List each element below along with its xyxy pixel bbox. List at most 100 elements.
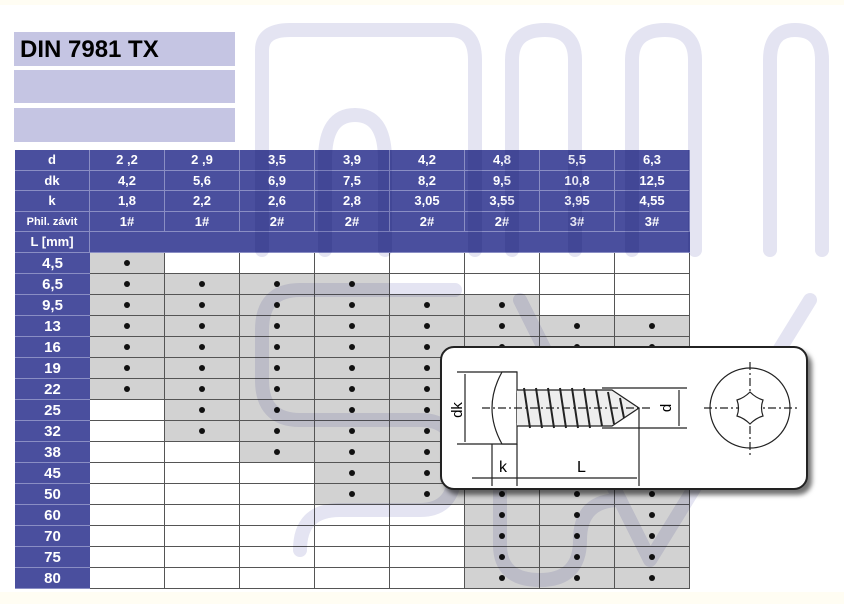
header-value: 3,05 xyxy=(390,191,465,212)
empty-cell xyxy=(540,273,615,295)
availability-dot xyxy=(274,386,280,393)
table-row: 70 xyxy=(15,525,690,547)
availability-dot xyxy=(424,428,430,435)
empty-cell xyxy=(615,273,690,295)
availability-dot xyxy=(349,470,355,477)
availability-dot xyxy=(649,533,655,540)
L-label: L xyxy=(577,459,586,476)
header-value: 3,9 xyxy=(315,150,390,171)
availability-dot xyxy=(274,281,280,288)
available-cell xyxy=(90,273,165,295)
available-cell xyxy=(165,420,240,442)
available-cell xyxy=(315,462,390,484)
available-cell xyxy=(465,294,540,316)
available-cell xyxy=(540,567,615,589)
length-value: 50 xyxy=(15,483,90,505)
availability-dot xyxy=(574,491,580,498)
availability-dot xyxy=(274,407,280,414)
empty-cell xyxy=(240,462,315,484)
header-value: 2,2 xyxy=(165,191,240,212)
availability-dot xyxy=(424,491,430,498)
header-value: 9,5 xyxy=(465,170,540,191)
header-label: dk xyxy=(15,170,90,191)
empty-cell xyxy=(90,420,165,442)
availability-dot xyxy=(424,449,430,456)
available-cell xyxy=(615,315,690,337)
available-cell xyxy=(165,357,240,379)
header-value: 3,5 xyxy=(240,150,315,171)
empty-cell xyxy=(240,525,315,547)
availability-dot xyxy=(199,281,205,288)
available-cell xyxy=(315,273,390,295)
k-label: k xyxy=(499,459,508,476)
header-value: 5,6 xyxy=(165,170,240,191)
availability-dot xyxy=(424,365,430,372)
availability-dot xyxy=(649,575,655,582)
available-cell xyxy=(165,315,240,337)
header-value: 4,8 xyxy=(465,150,540,171)
availability-dot xyxy=(124,281,130,288)
empty-cell xyxy=(390,567,465,589)
available-cell xyxy=(90,252,165,274)
header-value: 8,2 xyxy=(390,170,465,191)
header-value: 2 ,2 xyxy=(90,150,165,171)
empty-cell xyxy=(90,567,165,589)
availability-dot xyxy=(349,323,355,330)
length-value: 45 xyxy=(15,462,90,484)
available-cell xyxy=(315,315,390,337)
length-header-row: L [mm] xyxy=(15,232,690,253)
available-cell xyxy=(390,315,465,337)
empty-cell xyxy=(390,546,465,568)
empty-cell xyxy=(165,504,240,526)
empty-cell xyxy=(315,504,390,526)
header-value: 3# xyxy=(615,211,690,232)
empty-cell xyxy=(90,462,165,484)
subtitle-box xyxy=(14,70,235,103)
availability-dot xyxy=(649,554,655,561)
empty-cell xyxy=(540,294,615,316)
availability-dot xyxy=(424,470,430,477)
available-cell xyxy=(540,504,615,526)
header-value: 10,8 xyxy=(540,170,615,191)
empty-cell xyxy=(90,546,165,568)
header-row: k 1,8 2,2 2,6 2,8 3,05 3,55 3,95 4,55 xyxy=(15,191,690,212)
availability-dot xyxy=(199,365,205,372)
empty-cell xyxy=(390,273,465,295)
empty-cell xyxy=(240,504,315,526)
dk-label: dk xyxy=(449,402,466,418)
length-value: 13 xyxy=(15,315,90,337)
length-value: 16 xyxy=(15,336,90,358)
availability-dot xyxy=(574,554,580,561)
empty-cell xyxy=(165,252,240,274)
availability-dot xyxy=(274,428,280,435)
empty-cell xyxy=(315,546,390,568)
availability-dot xyxy=(199,386,205,393)
availability-dot xyxy=(424,386,430,393)
availability-dot xyxy=(424,407,430,414)
header-value: 12,5 xyxy=(615,170,690,191)
available-cell xyxy=(240,441,315,463)
availability-dot xyxy=(124,365,130,372)
available-cell xyxy=(240,399,315,421)
available-cell xyxy=(165,399,240,421)
availability-dot xyxy=(574,323,580,330)
available-cell xyxy=(165,336,240,358)
header-label: d xyxy=(15,150,90,171)
available-cell xyxy=(315,357,390,379)
subtitle-box-2 xyxy=(14,108,235,142)
table-row: 60 xyxy=(15,504,690,526)
availability-dot xyxy=(199,344,205,351)
length-value: 38 xyxy=(15,441,90,463)
available-cell xyxy=(240,294,315,316)
available-cell xyxy=(315,420,390,442)
length-value: 80 xyxy=(15,567,90,589)
availability-dot xyxy=(424,323,430,330)
empty-cell xyxy=(90,504,165,526)
table-row: 6,5 xyxy=(15,273,690,295)
length-value: 22 xyxy=(15,378,90,400)
empty-cell xyxy=(240,567,315,589)
availability-dot xyxy=(574,575,580,582)
availability-dot xyxy=(349,386,355,393)
header-value: 6,3 xyxy=(615,150,690,171)
